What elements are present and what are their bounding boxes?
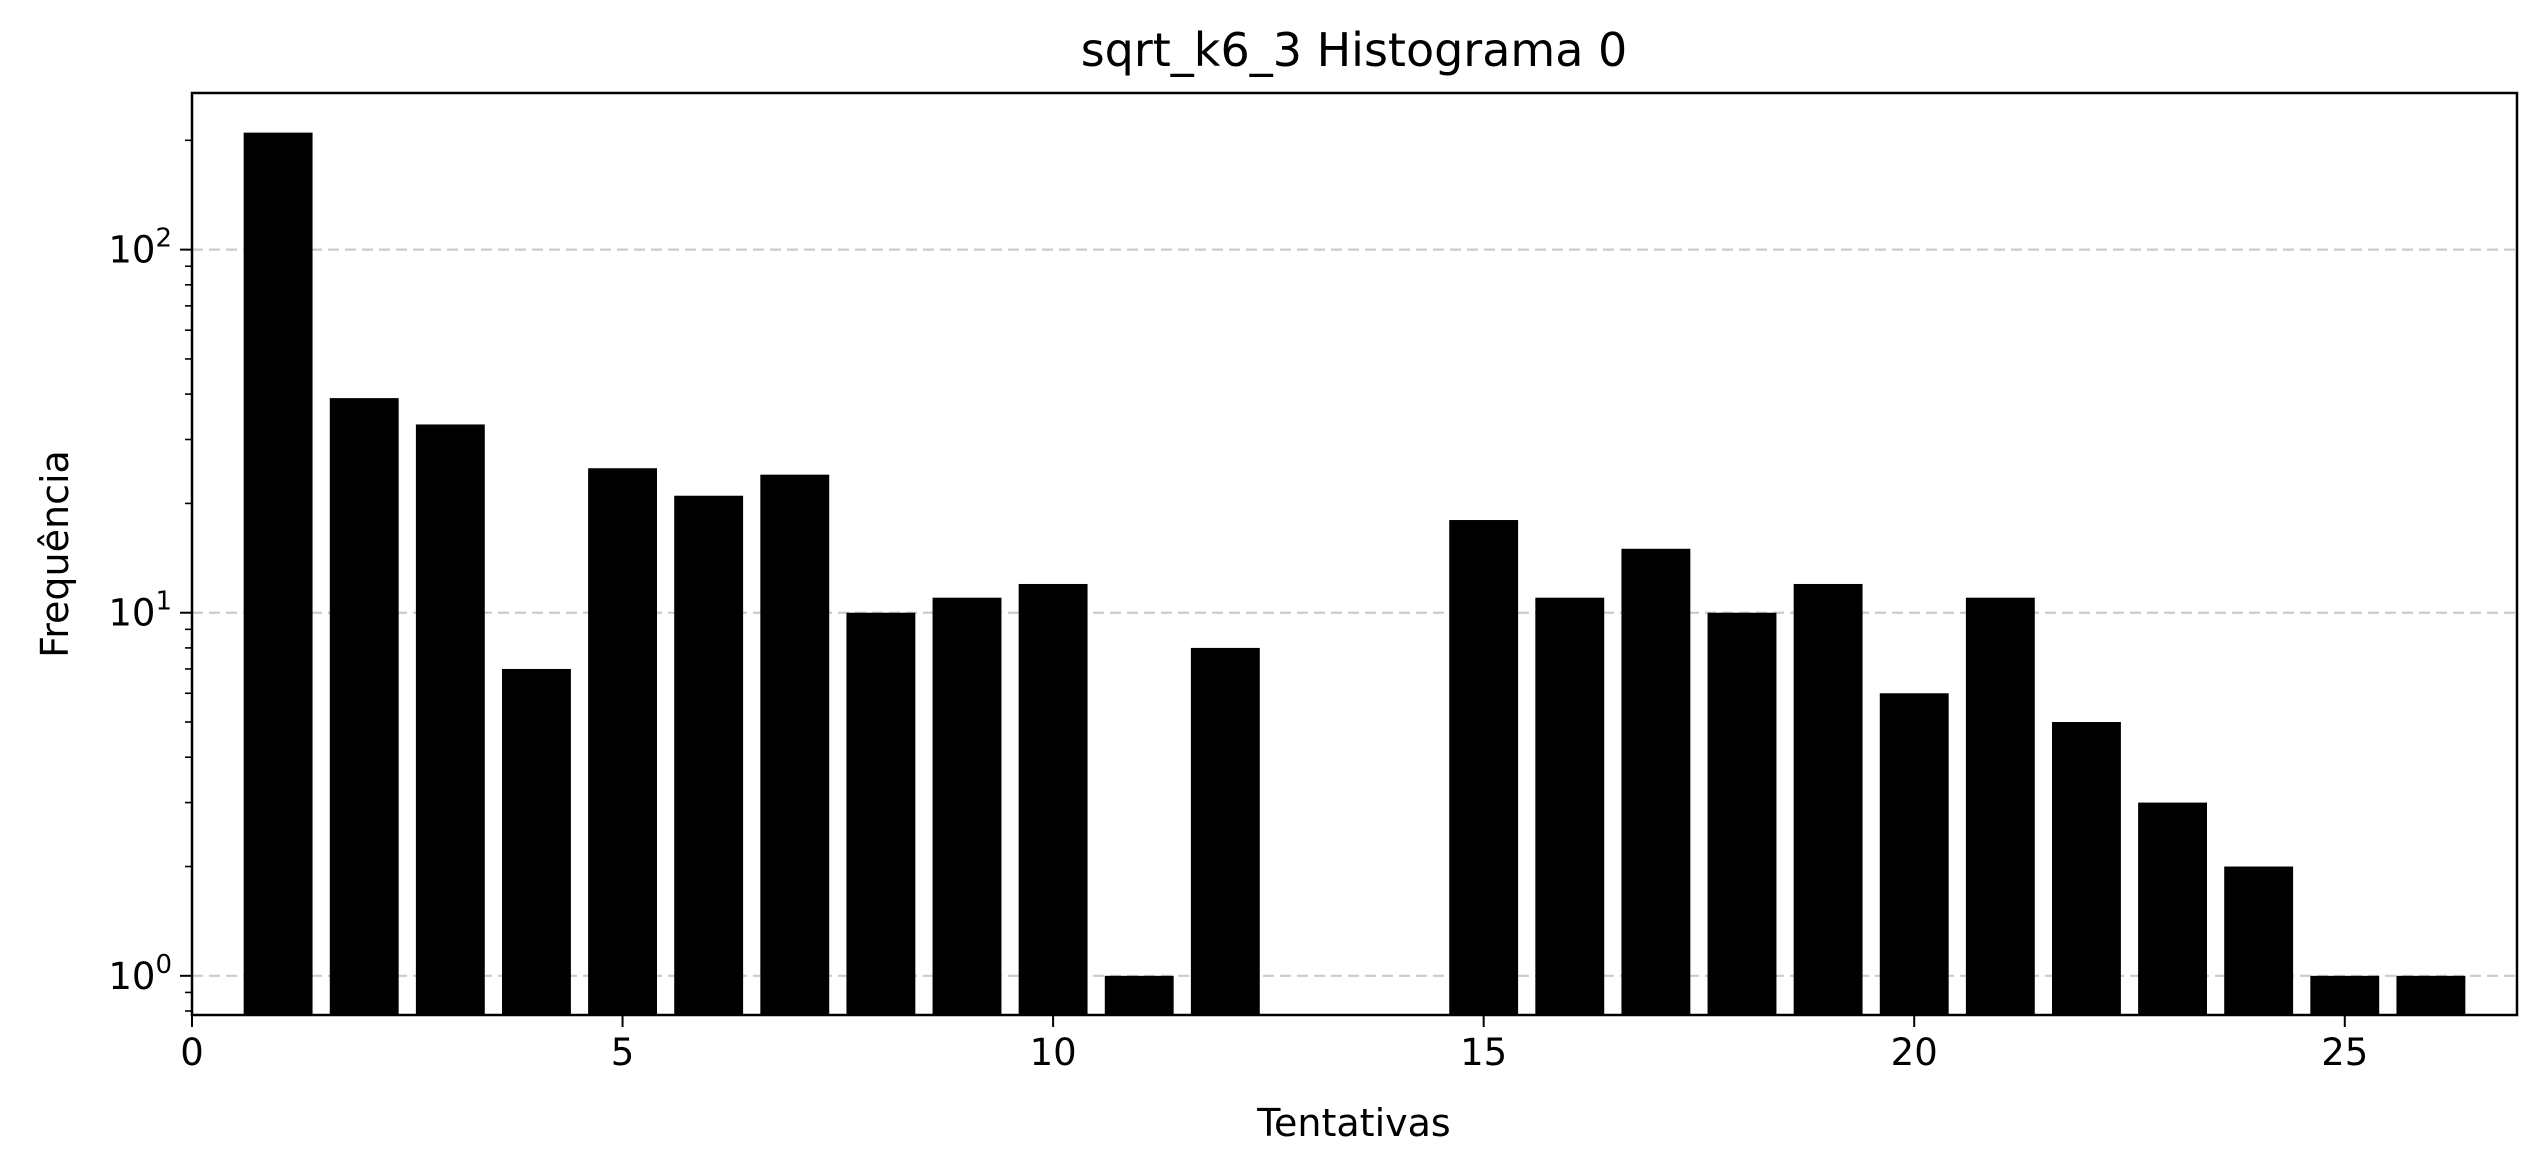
y-tick-label: 101 — [108, 587, 172, 635]
bar — [1793, 583, 1863, 1015]
plot-frame — [190, 91, 2519, 1017]
bar — [1104, 975, 1174, 1015]
x-axis-label: Tentativas — [1256, 1101, 1450, 1145]
bar — [415, 424, 485, 1016]
bar — [1190, 647, 1260, 1015]
y-tick-label: 102 — [108, 224, 172, 272]
bar — [243, 132, 313, 1015]
x-tick-label: 10 — [1030, 1031, 1077, 1074]
chart-title: sqrt_k6_3 Histograma 0 — [1081, 23, 1628, 77]
bar — [1018, 583, 1088, 1015]
bar — [2138, 802, 2207, 1015]
bar — [1621, 548, 1691, 1015]
bar — [2052, 722, 2121, 1015]
y-axis-label: Frequência — [33, 450, 77, 658]
bar — [2396, 975, 2466, 1015]
bar — [846, 612, 916, 1015]
bar — [1707, 612, 1777, 1015]
x-tick-label: 20 — [1891, 1031, 1938, 1074]
y-ticks: 100 101 102 — [108, 139, 192, 1012]
bar — [1965, 597, 2035, 1015]
bar — [2224, 866, 2294, 1015]
bar — [502, 668, 571, 1015]
bar — [932, 597, 1002, 1015]
bar — [674, 495, 744, 1016]
bar — [760, 474, 830, 1015]
grid-lines — [192, 248, 2517, 977]
bar — [1535, 597, 1605, 1015]
y-tick-label: 100 — [108, 950, 172, 998]
x-tick-label: 5 — [611, 1031, 635, 1074]
x-tick-label: 15 — [1460, 1031, 1507, 1074]
bar — [588, 468, 657, 1015]
bar — [2310, 975, 2380, 1015]
bars — [243, 132, 2466, 1016]
x-tick-label: 0 — [180, 1031, 204, 1074]
x-tick-label: 25 — [2321, 1031, 2368, 1074]
bar — [329, 398, 399, 1016]
bar — [1879, 693, 1949, 1015]
x-ticks: 0 5 10 15 20 25 — [180, 1015, 2368, 1074]
bar — [1449, 520, 1519, 1015]
